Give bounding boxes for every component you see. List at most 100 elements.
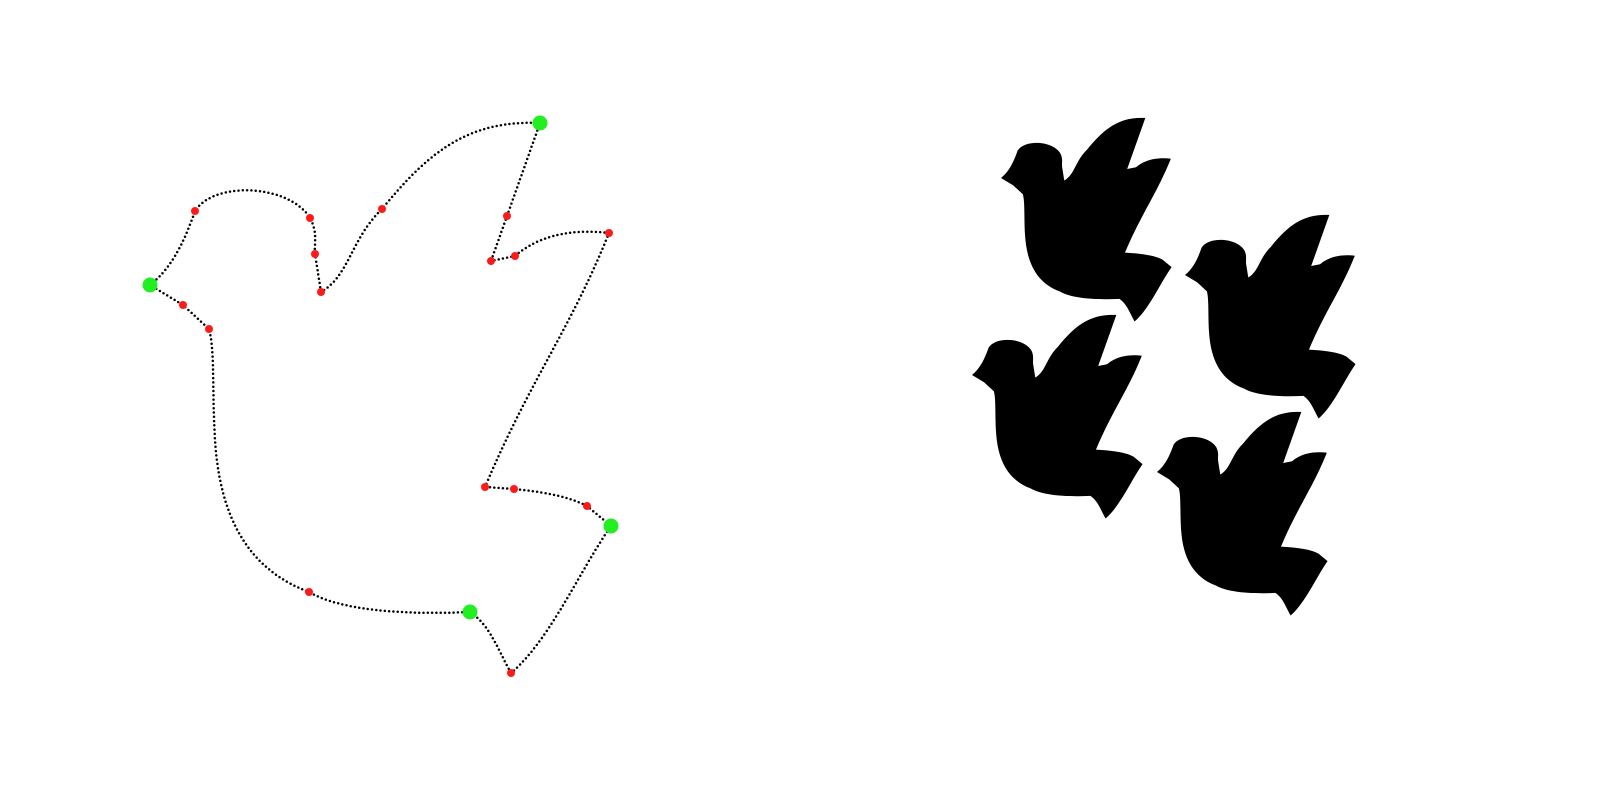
outline-dot bbox=[598, 515, 602, 518]
outline-dot bbox=[547, 355, 551, 358]
corner-point bbox=[487, 257, 495, 265]
outline-dot bbox=[353, 605, 357, 609]
outline-dot bbox=[220, 192, 223, 195]
outline-dot bbox=[242, 539, 245, 542]
outline-dot bbox=[173, 298, 176, 302]
outline-dot bbox=[585, 563, 588, 566]
outline-dot bbox=[211, 363, 215, 367]
corner-point bbox=[205, 325, 213, 333]
outline-dot bbox=[165, 294, 169, 297]
outline-dot bbox=[232, 189, 236, 193]
outline-dot bbox=[570, 313, 573, 316]
outline-dot bbox=[520, 249, 524, 252]
anchor-point bbox=[603, 518, 619, 534]
outline-dot bbox=[219, 479, 222, 483]
outline-dot bbox=[211, 376, 215, 380]
outline-dot bbox=[399, 186, 402, 189]
outline-dot bbox=[486, 478, 490, 482]
outline-dot bbox=[560, 232, 563, 236]
outline-dot bbox=[551, 347, 555, 351]
outline-dot bbox=[525, 157, 529, 161]
outline-dot bbox=[508, 431, 511, 435]
outline-dot bbox=[426, 158, 430, 162]
outline-dot bbox=[494, 246, 497, 250]
outline-dot bbox=[503, 659, 506, 663]
outline-dot bbox=[201, 201, 204, 205]
outline-dot bbox=[487, 126, 490, 130]
outline-dot bbox=[596, 544, 600, 548]
outline-dot bbox=[211, 359, 215, 363]
corner-point bbox=[583, 502, 591, 510]
anchor-points bbox=[142, 115, 619, 620]
outline-dot bbox=[590, 271, 594, 274]
outline-dot bbox=[161, 271, 164, 275]
outline-dot bbox=[538, 640, 541, 643]
anchor-point bbox=[532, 115, 548, 131]
outline-dot bbox=[405, 610, 408, 614]
outline-dot bbox=[519, 408, 523, 411]
outline-dot bbox=[362, 607, 365, 610]
outline-dot bbox=[497, 648, 501, 651]
outline-dot bbox=[255, 556, 258, 559]
outline-dot bbox=[187, 308, 190, 312]
outline-dot bbox=[287, 198, 290, 201]
outline-dot bbox=[547, 626, 551, 629]
outline-dot bbox=[219, 483, 223, 487]
outline-dot bbox=[212, 411, 216, 414]
outline-dot bbox=[594, 263, 597, 266]
outline-dot bbox=[316, 595, 320, 598]
outline-dot bbox=[543, 633, 546, 636]
outline-dot bbox=[344, 262, 348, 266]
outline-dot bbox=[591, 509, 595, 513]
outline-dot bbox=[366, 607, 369, 611]
outline-dot bbox=[420, 164, 424, 168]
outline-dot bbox=[413, 611, 417, 614]
outline-dot bbox=[324, 598, 328, 601]
outline-dot bbox=[221, 492, 225, 495]
outline-dot bbox=[213, 424, 216, 427]
outline-dot bbox=[505, 256, 509, 259]
outline-dot bbox=[561, 604, 565, 607]
outline-dot bbox=[233, 524, 237, 527]
outline-dot bbox=[491, 466, 495, 470]
outline-dot bbox=[320, 596, 324, 600]
outline-dot bbox=[162, 291, 165, 295]
outline-dot bbox=[341, 603, 344, 606]
outline-dot bbox=[502, 443, 506, 446]
outline-dot bbox=[574, 582, 578, 585]
outline-dot bbox=[512, 122, 515, 125]
outline-dot bbox=[456, 611, 460, 614]
outline-dot bbox=[474, 130, 478, 134]
outline-dot bbox=[556, 494, 560, 498]
outline-dot bbox=[227, 508, 230, 512]
corner-point bbox=[511, 252, 519, 260]
outline-dot bbox=[566, 321, 569, 324]
outline-dot bbox=[527, 153, 530, 157]
outline-dot bbox=[332, 280, 336, 283]
outline-dot bbox=[505, 487, 509, 490]
outline-dot bbox=[211, 355, 214, 358]
outline-dot bbox=[190, 311, 193, 315]
outline-dot bbox=[185, 231, 188, 235]
corner-point bbox=[378, 205, 386, 213]
outline-dot bbox=[579, 574, 582, 578]
outline-dot bbox=[199, 320, 203, 323]
outline-dot bbox=[517, 412, 521, 415]
outline-dot bbox=[164, 268, 167, 272]
outline-dot bbox=[603, 534, 606, 537]
outline-dot bbox=[535, 490, 539, 494]
outline-dot bbox=[169, 261, 172, 265]
outline-dot bbox=[478, 129, 482, 132]
outline-dot bbox=[223, 496, 226, 499]
outline-dot bbox=[470, 132, 474, 135]
dove-silhouette-bottom-right bbox=[1157, 411, 1328, 616]
outline-dot bbox=[202, 323, 206, 326]
outline-dot bbox=[525, 396, 529, 400]
outline-dot bbox=[337, 273, 341, 277]
outline-dot bbox=[559, 607, 562, 611]
outline-dot bbox=[383, 609, 387, 613]
outline-dot bbox=[573, 499, 576, 502]
outline-dot bbox=[211, 351, 214, 354]
outline-dot bbox=[169, 296, 173, 299]
